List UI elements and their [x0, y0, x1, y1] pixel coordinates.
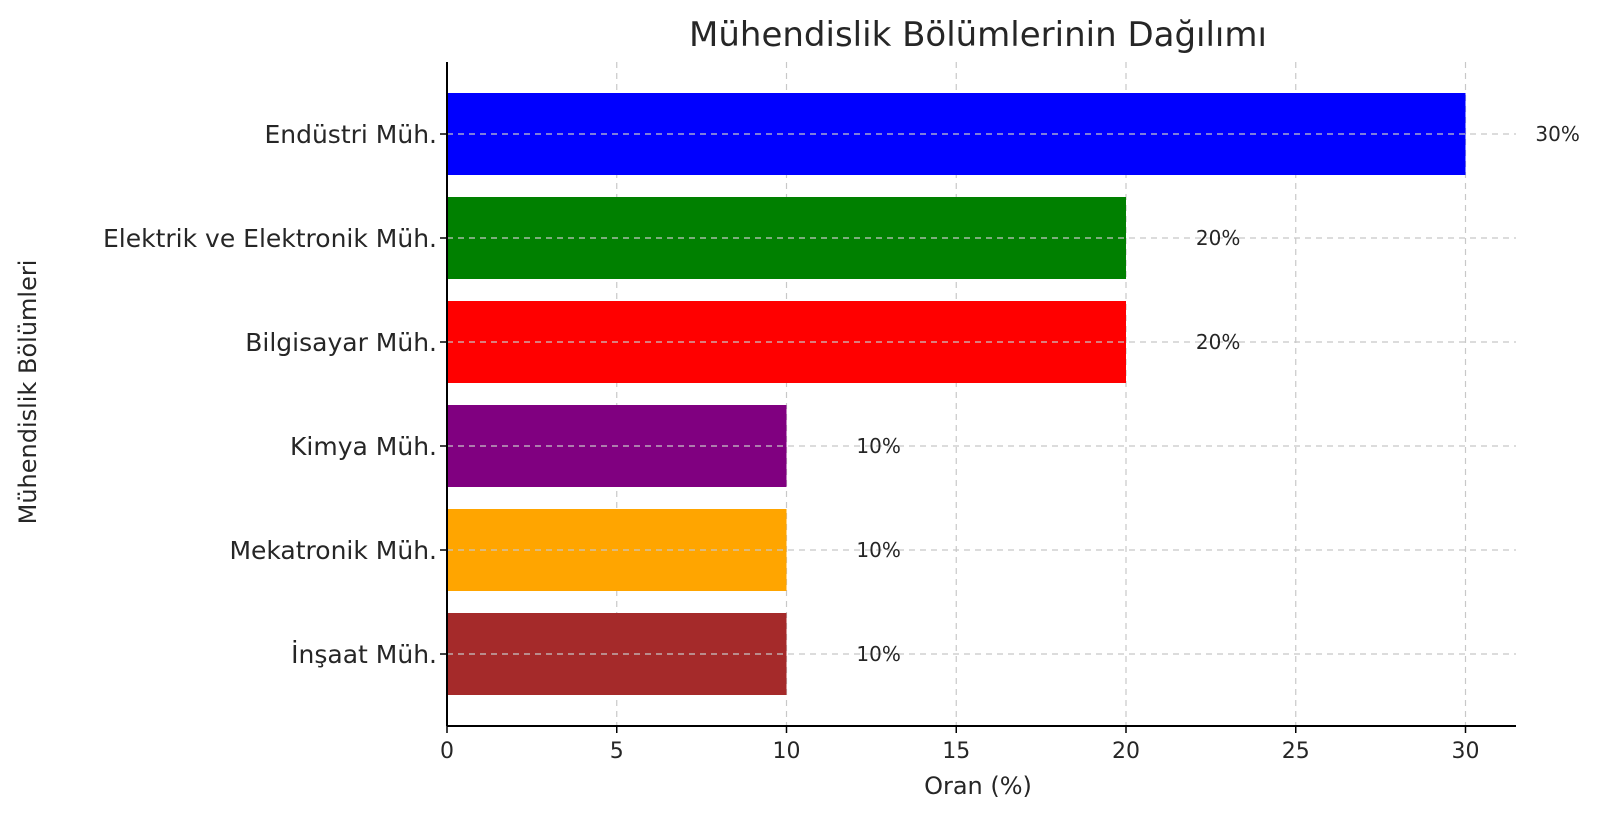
x-tick-label: 15 [942, 739, 970, 764]
value-label: 20% [1196, 330, 1240, 354]
category-label: İnşaat Müh. [291, 640, 437, 669]
x-axis-label: Oran (%) [924, 772, 1032, 800]
category-label: Elektrik ve Elektronik Müh. [103, 224, 437, 253]
category-label: Mekatronik Müh. [229, 536, 437, 565]
category-label: Endüstri Müh. [264, 120, 437, 149]
x-tick-label: 20 [1112, 739, 1140, 764]
chart-title: Mühendislik Bölümlerinin Dağılımı [689, 15, 1267, 55]
label-layer: 0 5 10 15 20 25 30 Endüstri Müh. Elektrik ve Ele… [103, 120, 1580, 764]
value-label: 20% [1196, 226, 1240, 250]
y-axis-label: Mühendislik Bölümleri [14, 260, 42, 525]
x-tick-label: 30 [1452, 739, 1480, 764]
x-tick-label: 0 [440, 739, 454, 764]
x-tick-label: 5 [610, 739, 624, 764]
category-label: Bilgisayar Müh. [245, 328, 437, 357]
axis-layer [440, 62, 1516, 733]
y-grid-layer [447, 133, 1516, 655]
x-tick-label: 10 [773, 739, 801, 764]
value-label: 30% [1535, 122, 1579, 146]
value-label: 10% [856, 642, 900, 666]
x-tick-label: 25 [1282, 739, 1310, 764]
value-label: 10% [856, 538, 900, 562]
value-label: 10% [856, 434, 900, 458]
category-label: Kimya Müh. [290, 432, 437, 461]
